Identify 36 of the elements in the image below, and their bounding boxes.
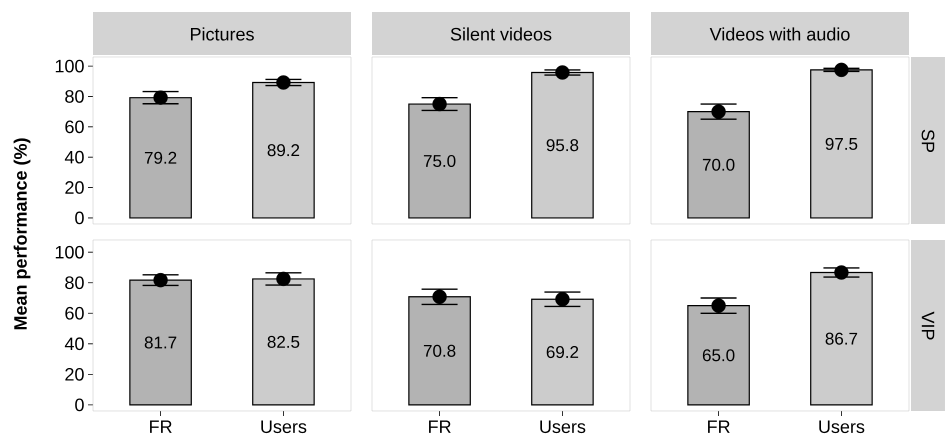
y-tick-label: 40 <box>64 150 84 164</box>
y-tick-label: 60 <box>65 306 84 320</box>
x-tick-label: FR <box>708 420 730 433</box>
y-tick-label: 60 <box>65 120 84 134</box>
y2-axis-title: SP <box>922 130 934 152</box>
data-label: 95.8 <box>546 139 578 152</box>
data-label: 65.0 <box>702 349 734 362</box>
chart-title: Pictures <box>190 27 254 41</box>
chart-title: Silent videos <box>450 27 552 41</box>
data-label: 79.2 <box>144 152 176 164</box>
y-axis-title: Mean performance (%) <box>14 138 30 330</box>
data-label: 75.0 <box>424 154 456 168</box>
x-tick-label: FR <box>150 420 172 433</box>
data-label: 70.0 <box>702 158 734 171</box>
x-tick-label: Users <box>819 420 864 434</box>
data-label: 81.7 <box>144 336 176 349</box>
y-tick-label: 0 <box>75 398 84 412</box>
data-label: 97.5 <box>826 138 858 150</box>
x-tick-label: Users <box>261 420 306 434</box>
data-label: 70.8 <box>424 344 456 357</box>
data-label: 86.7 <box>826 332 858 345</box>
y-tick-label: 20 <box>65 368 84 381</box>
y-tick-label: 100 <box>56 60 84 72</box>
y-tick-label: 0 <box>75 212 84 224</box>
x-tick-label: FR <box>429 420 451 433</box>
data-label: 89.2 <box>268 144 300 156</box>
y-tick-label: 20 <box>65 181 84 194</box>
y2-axis-title: VIP <box>922 312 934 340</box>
chart-title: Videos with audio <box>710 27 850 41</box>
y-tick-label: 80 <box>65 276 84 290</box>
y-tick-label: 100 <box>56 246 84 259</box>
y-tick-label: 80 <box>65 90 84 103</box>
y-tick-label: 40 <box>64 337 84 350</box>
x-tick-label: Users <box>540 420 586 434</box>
data-label: 82.5 <box>268 336 300 348</box>
data-label: 69.2 <box>546 346 578 358</box>
